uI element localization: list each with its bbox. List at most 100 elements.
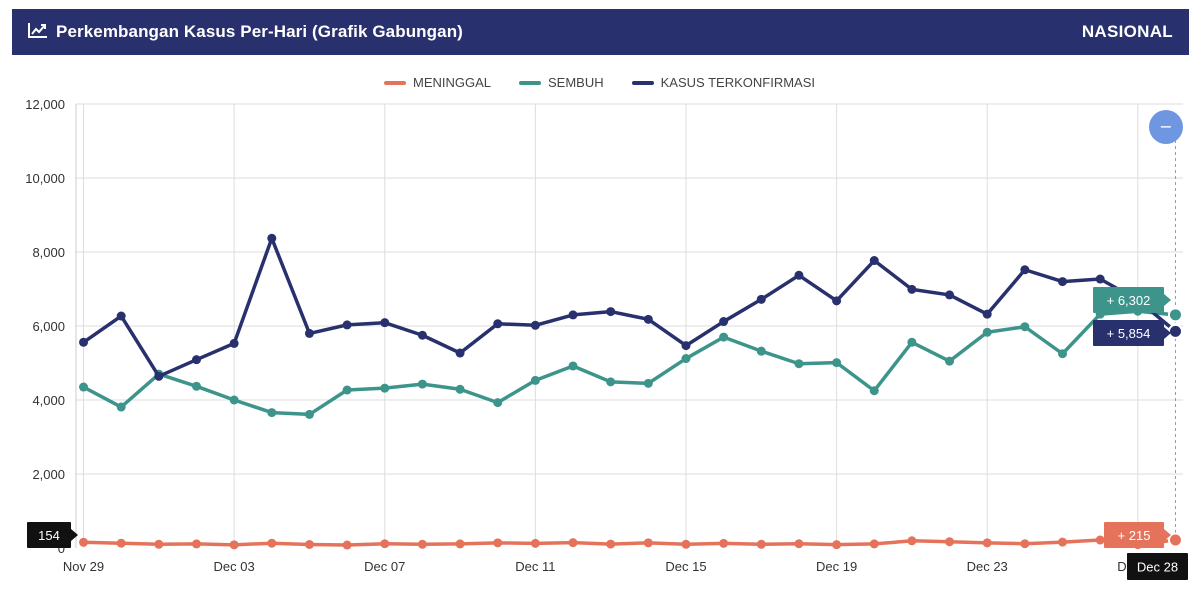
y-tick-label: 0 — [58, 541, 65, 556]
tooltip-terkonfirmasi-text: + 5,854 — [1107, 326, 1151, 341]
data-point-terkonfirmasi[interactable] — [380, 318, 390, 328]
data-point-sembuh[interactable] — [794, 359, 804, 369]
data-point-terkonfirmasi[interactable] — [982, 309, 992, 319]
data-point-sembuh[interactable] — [229, 395, 239, 405]
data-point-sembuh[interactable] — [455, 384, 465, 394]
data-point-terkonfirmasi[interactable] — [267, 233, 277, 243]
data-point-meninggal[interactable] — [982, 538, 992, 548]
data-point-terkonfirmasi[interactable] — [342, 320, 352, 330]
data-point-terkonfirmasi[interactable] — [493, 319, 503, 329]
data-point-terkonfirmasi[interactable] — [568, 310, 578, 320]
data-point-sembuh[interactable] — [380, 383, 390, 393]
data-point-meninggal[interactable] — [455, 539, 465, 549]
data-point-terkonfirmasi[interactable] — [681, 341, 691, 351]
data-point-terkonfirmasi[interactable] — [417, 330, 427, 340]
legend-item-terkonfirmasi[interactable]: KASUS TERKONFIRMASI — [631, 75, 815, 90]
data-point-meninggal[interactable] — [154, 539, 164, 549]
data-point-sembuh[interactable] — [342, 385, 352, 395]
data-point-meninggal[interactable] — [79, 537, 89, 547]
data-point-sembuh[interactable] — [79, 382, 89, 392]
data-point-sembuh[interactable] — [116, 402, 126, 412]
data-point-terkonfirmasi[interactable] — [756, 294, 766, 304]
data-point-sembuh[interactable] — [417, 379, 427, 389]
tooltip-meninggal-bg — [1104, 522, 1164, 548]
active-point-terkonfirmasi[interactable] — [1167, 323, 1183, 339]
data-point-meninggal[interactable] — [681, 539, 691, 549]
data-point-sembuh[interactable] — [1020, 322, 1030, 332]
data-point-sembuh[interactable] — [719, 332, 729, 342]
data-point-sembuh[interactable] — [304, 409, 314, 419]
data-point-meninggal[interactable] — [568, 538, 578, 548]
y-tick-label: 2,000 — [32, 467, 65, 482]
data-point-meninggal[interactable] — [945, 537, 955, 547]
data-point-terkonfirmasi[interactable] — [304, 328, 314, 338]
data-point-terkonfirmasi[interactable] — [1095, 274, 1105, 284]
data-point-sembuh[interactable] — [493, 398, 503, 408]
data-point-sembuh[interactable] — [832, 358, 842, 368]
y-tick-label: 6,000 — [32, 319, 65, 334]
data-point-sembuh[interactable] — [606, 377, 616, 387]
data-point-meninggal[interactable] — [191, 539, 201, 549]
data-point-terkonfirmasi[interactable] — [643, 314, 653, 324]
data-point-meninggal[interactable] — [907, 536, 917, 546]
data-point-terkonfirmasi[interactable] — [229, 338, 239, 348]
data-point-meninggal[interactable] — [417, 539, 427, 549]
data-point-sembuh[interactable] — [907, 337, 917, 347]
data-point-terkonfirmasi[interactable] — [719, 317, 729, 327]
data-point-terkonfirmasi[interactable] — [455, 348, 465, 358]
active-point-meninggal[interactable] — [1167, 532, 1183, 548]
data-point-terkonfirmasi[interactable] — [116, 311, 126, 321]
data-point-meninggal[interactable] — [267, 538, 277, 548]
data-point-meninggal[interactable] — [832, 540, 842, 550]
data-point-sembuh[interactable] — [945, 356, 955, 366]
data-point-meninggal[interactable] — [530, 538, 540, 548]
legend-item-sembuh[interactable]: SEMBUH — [519, 75, 604, 90]
region-badge[interactable]: NASIONAL — [1081, 22, 1173, 41]
data-point-terkonfirmasi[interactable] — [154, 371, 164, 381]
x-tick-label: Dec 19 — [816, 559, 857, 574]
tooltip-meninggal-left-arrow — [71, 529, 78, 541]
data-point-meninggal[interactable] — [304, 539, 314, 549]
data-point-sembuh[interactable] — [568, 361, 578, 371]
data-point-meninggal[interactable] — [1058, 537, 1068, 547]
data-point-meninggal[interactable] — [794, 539, 804, 549]
data-point-sembuh[interactable] — [681, 354, 691, 364]
data-point-sembuh[interactable] — [643, 378, 653, 388]
data-point-meninggal[interactable] — [719, 538, 729, 548]
data-point-terkonfirmasi[interactable] — [945, 290, 955, 300]
data-point-sembuh[interactable] — [1058, 349, 1068, 359]
data-point-meninggal[interactable] — [342, 540, 352, 550]
data-point-sembuh[interactable] — [530, 375, 540, 385]
data-point-sembuh[interactable] — [267, 408, 277, 418]
zoom-out-circle[interactable] — [1149, 110, 1183, 144]
data-point-sembuh[interactable] — [982, 327, 992, 337]
data-point-meninggal[interactable] — [380, 539, 390, 549]
data-point-meninggal[interactable] — [606, 539, 616, 549]
data-point-terkonfirmasi[interactable] — [907, 284, 917, 294]
data-point-terkonfirmasi[interactable] — [606, 307, 616, 317]
data-point-terkonfirmasi[interactable] — [191, 355, 201, 365]
data-point-sembuh[interactable] — [756, 346, 766, 356]
data-point-meninggal[interactable] — [229, 540, 239, 550]
data-point-terkonfirmasi[interactable] — [530, 320, 540, 330]
chart-header: Perkembangan Kasus Per-Hari (Grafik Gabu… — [12, 9, 1189, 55]
data-point-meninggal[interactable] — [869, 539, 879, 549]
data-point-terkonfirmasi[interactable] — [1058, 277, 1068, 287]
data-point-terkonfirmasi[interactable] — [794, 270, 804, 280]
data-point-meninggal[interactable] — [116, 538, 126, 548]
y-tick-label: 12,000 — [25, 97, 65, 112]
data-point-terkonfirmasi[interactable] — [79, 337, 89, 347]
data-point-terkonfirmasi[interactable] — [832, 296, 842, 306]
data-point-meninggal[interactable] — [1095, 535, 1105, 545]
data-point-terkonfirmasi[interactable] — [869, 256, 879, 266]
active-point-sembuh[interactable] — [1167, 307, 1183, 323]
legend-item-meninggal[interactable]: MENINGGAL — [384, 75, 491, 90]
data-point-sembuh[interactable] — [869, 386, 879, 396]
data-point-terkonfirmasi[interactable] — [1020, 265, 1030, 275]
data-point-meninggal[interactable] — [1020, 539, 1030, 549]
data-point-meninggal[interactable] — [493, 538, 503, 548]
zoom-out-button[interactable]: − — [1149, 110, 1183, 144]
data-point-sembuh[interactable] — [191, 381, 201, 391]
data-point-meninggal[interactable] — [643, 538, 653, 548]
data-point-meninggal[interactable] — [756, 539, 766, 549]
